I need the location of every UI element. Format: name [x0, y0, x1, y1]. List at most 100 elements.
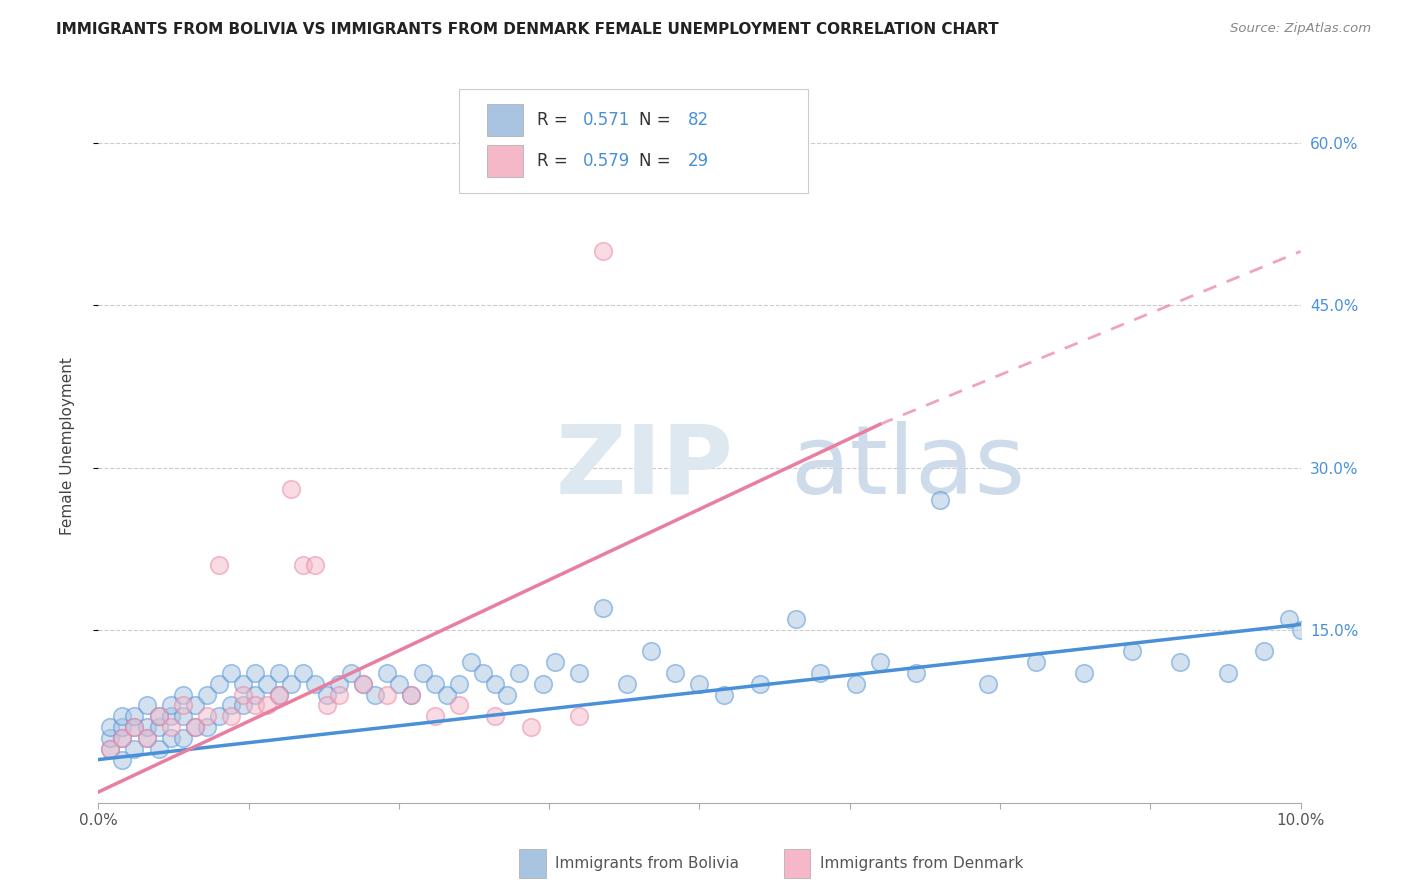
- Bar: [486, 103, 523, 136]
- Text: N =: N =: [640, 111, 676, 128]
- Text: atlas: atlas: [790, 421, 1025, 514]
- Point: [520, 720, 543, 734]
- Point: [328, 677, 350, 691]
- Text: R =: R =: [537, 152, 574, 169]
- Point: [447, 698, 470, 713]
- Point: [592, 244, 614, 259]
- Point: [135, 731, 157, 745]
- Point: [340, 666, 363, 681]
- Point: [748, 677, 770, 691]
- Point: [291, 558, 314, 572]
- Point: [1277, 612, 1299, 626]
- Point: [544, 655, 567, 669]
- Point: [785, 612, 807, 626]
- Text: N =: N =: [640, 152, 676, 169]
- Point: [267, 688, 290, 702]
- Point: [256, 698, 278, 713]
- Text: 0.571: 0.571: [583, 111, 630, 128]
- Point: [304, 677, 326, 691]
- Point: [352, 677, 374, 691]
- Point: [1073, 666, 1095, 681]
- Text: IMMIGRANTS FROM BOLIVIA VS IMMIGRANTS FROM DENMARK FEMALE UNEMPLOYMENT CORRELATI: IMMIGRANTS FROM BOLIVIA VS IMMIGRANTS FR…: [56, 22, 998, 37]
- Point: [208, 558, 231, 572]
- Point: [592, 601, 614, 615]
- Point: [100, 720, 122, 734]
- Point: [496, 688, 519, 702]
- Point: [219, 698, 242, 713]
- Point: [195, 709, 218, 723]
- Point: [267, 688, 290, 702]
- Point: [100, 741, 122, 756]
- Point: [436, 688, 458, 702]
- Point: [111, 731, 134, 745]
- Point: [808, 666, 831, 681]
- Point: [423, 709, 446, 723]
- Text: R =: R =: [537, 111, 574, 128]
- Point: [315, 688, 337, 702]
- Point: [267, 666, 290, 681]
- Point: [508, 666, 530, 681]
- Point: [243, 666, 266, 681]
- Point: [447, 677, 470, 691]
- Point: [232, 677, 254, 691]
- Point: [195, 688, 218, 702]
- Point: [148, 741, 170, 756]
- Point: [111, 709, 134, 723]
- Point: [616, 677, 638, 691]
- Text: Source: ZipAtlas.com: Source: ZipAtlas.com: [1230, 22, 1371, 36]
- Point: [869, 655, 891, 669]
- Point: [183, 720, 205, 734]
- Point: [472, 666, 495, 681]
- Point: [232, 688, 254, 702]
- Point: [977, 677, 1000, 691]
- Point: [256, 677, 278, 691]
- Point: [172, 698, 194, 713]
- Text: 29: 29: [688, 152, 709, 169]
- Point: [124, 720, 146, 734]
- Point: [172, 709, 194, 723]
- Point: [183, 698, 205, 713]
- Point: [399, 688, 422, 702]
- Point: [208, 677, 231, 691]
- Point: [713, 688, 735, 702]
- Point: [111, 720, 134, 734]
- Point: [159, 720, 181, 734]
- Point: [148, 720, 170, 734]
- Point: [159, 709, 181, 723]
- Bar: [486, 145, 523, 177]
- Point: [124, 720, 146, 734]
- Point: [929, 493, 952, 508]
- Point: [208, 709, 231, 723]
- Point: [423, 677, 446, 691]
- Point: [172, 688, 194, 702]
- Point: [124, 709, 146, 723]
- Point: [1025, 655, 1047, 669]
- Point: [904, 666, 927, 681]
- Point: [484, 709, 506, 723]
- Point: [304, 558, 326, 572]
- Text: Immigrants from Denmark: Immigrants from Denmark: [820, 856, 1024, 871]
- Point: [232, 698, 254, 713]
- Point: [640, 644, 662, 658]
- Point: [845, 677, 868, 691]
- Point: [172, 731, 194, 745]
- Point: [100, 731, 122, 745]
- Point: [1253, 644, 1275, 658]
- Point: [460, 655, 482, 669]
- Point: [568, 666, 591, 681]
- Point: [364, 688, 387, 702]
- Point: [111, 731, 134, 745]
- Text: ZIP: ZIP: [555, 421, 733, 514]
- Point: [183, 720, 205, 734]
- Point: [280, 677, 302, 691]
- Point: [352, 677, 374, 691]
- Bar: [783, 849, 810, 878]
- Point: [328, 688, 350, 702]
- Text: 0.579: 0.579: [583, 152, 630, 169]
- Point: [243, 698, 266, 713]
- Text: 82: 82: [688, 111, 709, 128]
- Point: [1170, 655, 1192, 669]
- Point: [1218, 666, 1240, 681]
- Point: [219, 709, 242, 723]
- Point: [280, 482, 302, 496]
